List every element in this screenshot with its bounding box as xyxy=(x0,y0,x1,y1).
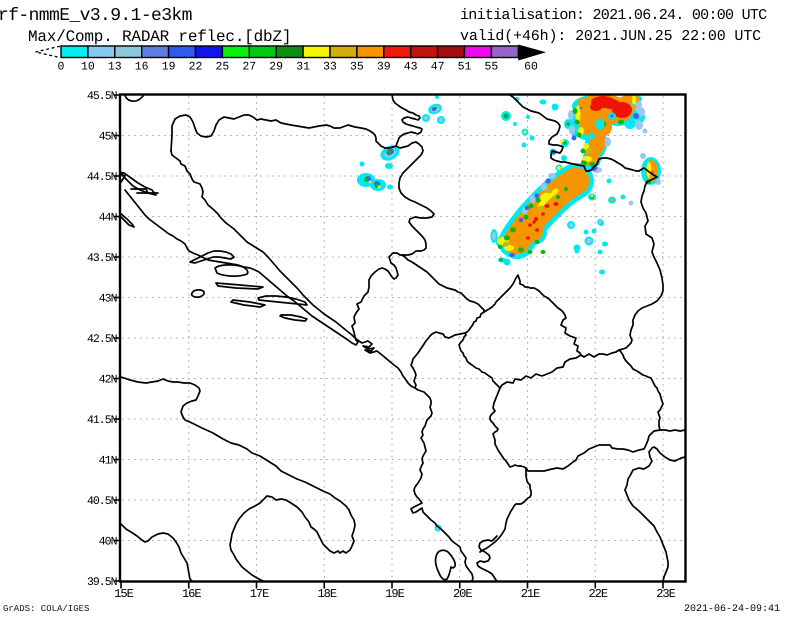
svg-text:41N: 41N xyxy=(99,455,117,468)
svg-text:27: 27 xyxy=(242,61,256,74)
svg-text:31: 31 xyxy=(296,61,310,74)
svg-text:55: 55 xyxy=(484,61,498,74)
svg-text:45.5N: 45.5N xyxy=(87,90,117,103)
svg-text:42.5N: 42.5N xyxy=(87,333,117,346)
svg-text:13: 13 xyxy=(108,61,122,74)
svg-text:39: 39 xyxy=(377,61,391,74)
svg-text:21E: 21E xyxy=(521,587,540,601)
svg-text:25: 25 xyxy=(215,61,229,74)
svg-text:20E: 20E xyxy=(453,587,472,601)
svg-text:40.5N: 40.5N xyxy=(87,495,117,508)
svg-text:44N: 44N xyxy=(99,212,117,225)
svg-text:35: 35 xyxy=(350,61,364,74)
svg-text:17E: 17E xyxy=(250,587,269,601)
svg-text:18E: 18E xyxy=(317,587,336,601)
svg-text:29: 29 xyxy=(269,61,283,74)
svg-text:45N: 45N xyxy=(99,131,117,144)
svg-text:19E: 19E xyxy=(385,587,404,601)
svg-text:22E: 22E xyxy=(588,587,607,601)
svg-text:15E: 15E xyxy=(114,587,133,601)
svg-text:43.5N: 43.5N xyxy=(87,252,117,265)
svg-text:43: 43 xyxy=(404,61,418,74)
svg-text:23E: 23E xyxy=(656,587,675,601)
svg-text:22: 22 xyxy=(189,61,203,74)
svg-text:10: 10 xyxy=(81,61,95,74)
svg-text:39.5N: 39.5N xyxy=(87,576,117,589)
svg-text:60: 60 xyxy=(524,61,538,74)
svg-text:44.5N: 44.5N xyxy=(87,171,117,184)
svg-text:42N: 42N xyxy=(99,374,117,387)
svg-text:16E: 16E xyxy=(182,587,201,601)
svg-text:16: 16 xyxy=(135,61,149,74)
svg-text:40N: 40N xyxy=(99,536,117,549)
svg-text:33: 33 xyxy=(323,61,337,74)
svg-text:43N: 43N xyxy=(99,293,117,306)
svg-text:41.5N: 41.5N xyxy=(87,414,117,427)
svg-text:19: 19 xyxy=(162,61,176,74)
svg-text:0: 0 xyxy=(58,61,65,74)
svg-text:47: 47 xyxy=(431,61,445,74)
svg-text:51: 51 xyxy=(458,61,472,74)
